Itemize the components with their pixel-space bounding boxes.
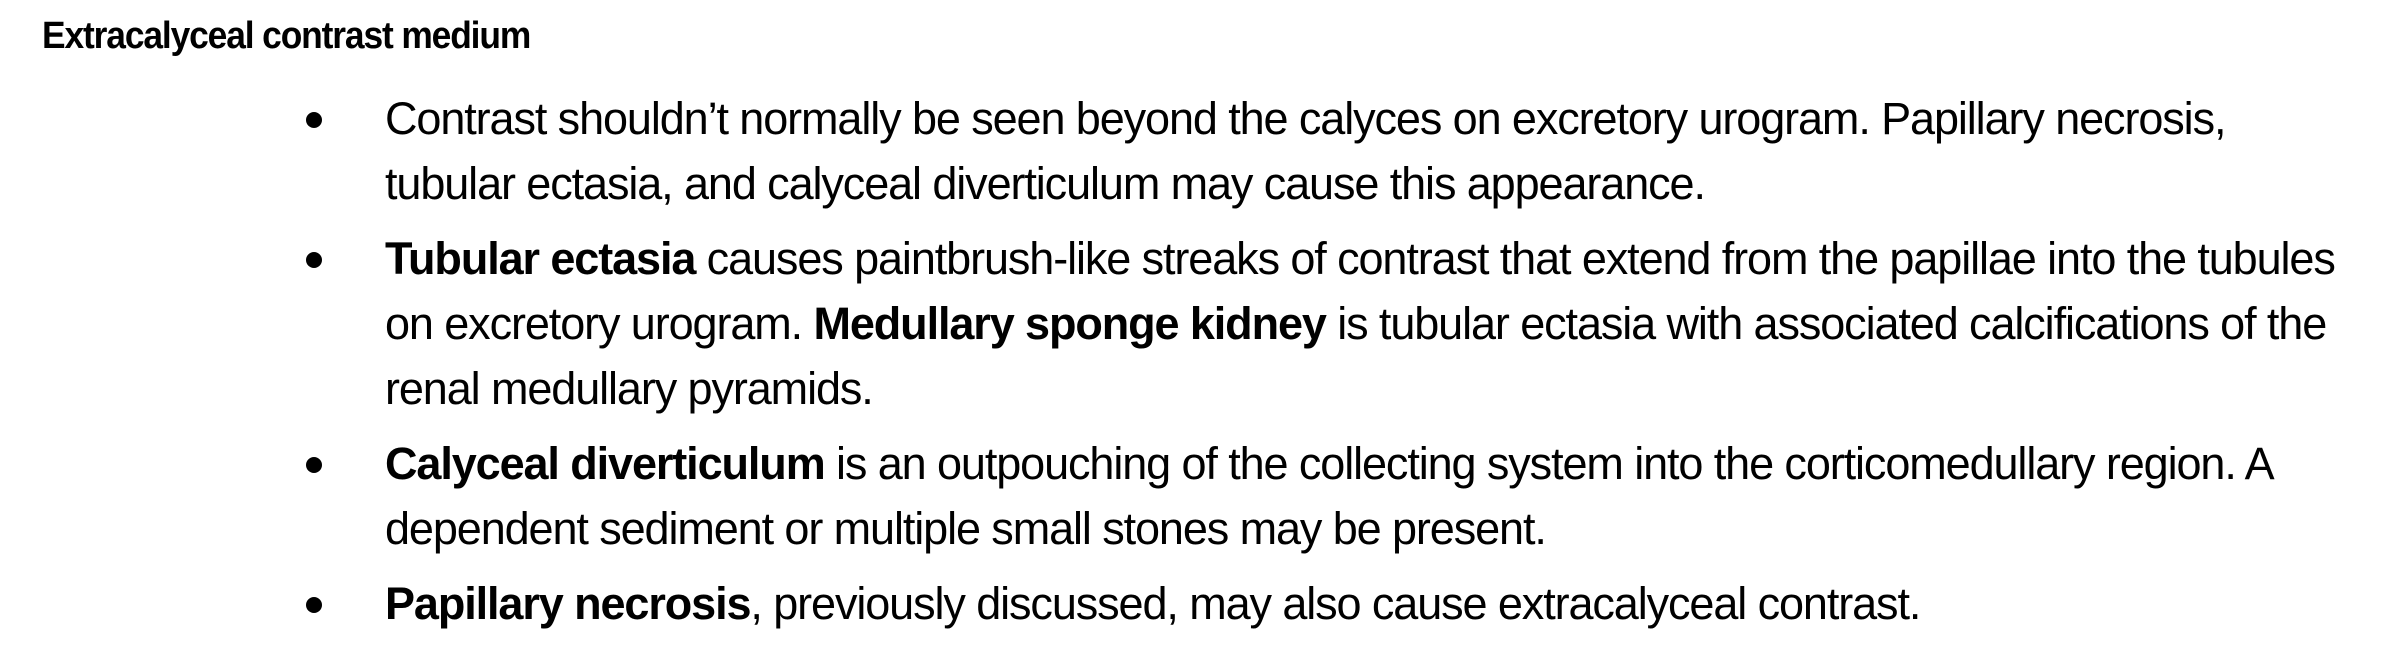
bullet-icon bbox=[306, 252, 322, 268]
bullet-icon bbox=[306, 112, 322, 128]
bullet-body: Contrast shouldn’t normally be seen beyo… bbox=[385, 93, 2226, 209]
bullet-term: Medullary sponge kidney bbox=[813, 298, 1326, 349]
bullet-icon bbox=[306, 597, 322, 613]
bullet-term: Papillary necrosis bbox=[385, 578, 752, 629]
bullet-text: Papillary necrosis, previously discussed… bbox=[385, 571, 2335, 636]
list-item: Calyceal diverticulum is an outpouching … bbox=[0, 431, 2315, 561]
bullet-body: is tubular ectasia with associated calci… bbox=[385, 298, 2327, 414]
bullet-term: Calyceal diverticulum bbox=[385, 438, 826, 489]
section-heading: Extracalyceal contrast medium bbox=[42, 15, 531, 57]
bullet-text: Tubular ectasia causes paintbrush-like s… bbox=[385, 226, 2336, 421]
bullet-icon bbox=[306, 457, 322, 473]
list-item: Papillary necrosis, previously discussed… bbox=[0, 571, 2315, 636]
bullet-body: causes paintbrush-like streaks of contra… bbox=[385, 233, 2336, 349]
bullet-list: Contrast shouldn’t normally be seen beyo… bbox=[0, 86, 2336, 646]
list-item: Tubular ectasia causes paintbrush-like s… bbox=[0, 226, 2336, 421]
bullet-term: Tubular ectasia bbox=[385, 233, 696, 284]
list-item: Contrast shouldn’t normally be seen beyo… bbox=[0, 86, 2315, 216]
bullet-body: , previously discussed, may also cause e… bbox=[750, 578, 1921, 629]
bullet-text: Contrast shouldn’t normally be seen beyo… bbox=[385, 86, 2335, 216]
bullet-body: is an outpouching of the collecting syst… bbox=[385, 438, 2272, 554]
bullet-text: Calyceal diverticulum is an outpouching … bbox=[385, 431, 2335, 561]
